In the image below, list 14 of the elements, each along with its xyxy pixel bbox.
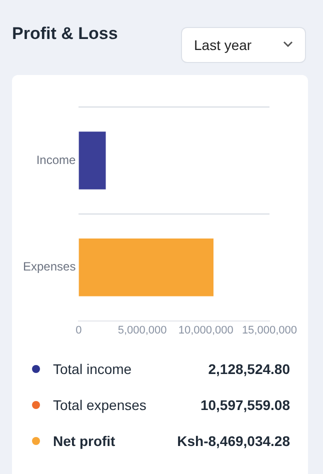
- text: Last year: [194, 37, 252, 53]
- x-tick-label: 5,000,000: [118, 324, 167, 336]
- text: Total expenses: [53, 397, 146, 413]
- text: 10,597,559.08: [200, 397, 290, 413]
- x-tick-label: 10,000,000: [178, 324, 234, 336]
- x-tick-label: 0: [76, 324, 82, 336]
- text: 2,128,524.80: [208, 361, 290, 377]
- text: Total income: [53, 361, 132, 377]
- y-tick-label: Income: [36, 152, 76, 167]
- x-tick-label: 15,000,000: [242, 324, 298, 336]
- chart-title: Profit & Loss: [12, 24, 118, 44]
- y-tick-label: Expenses: [22, 260, 76, 274]
- text: Ksh-8,469,034.28: [177, 433, 290, 449]
- text: Net profit: [53, 433, 116, 449]
